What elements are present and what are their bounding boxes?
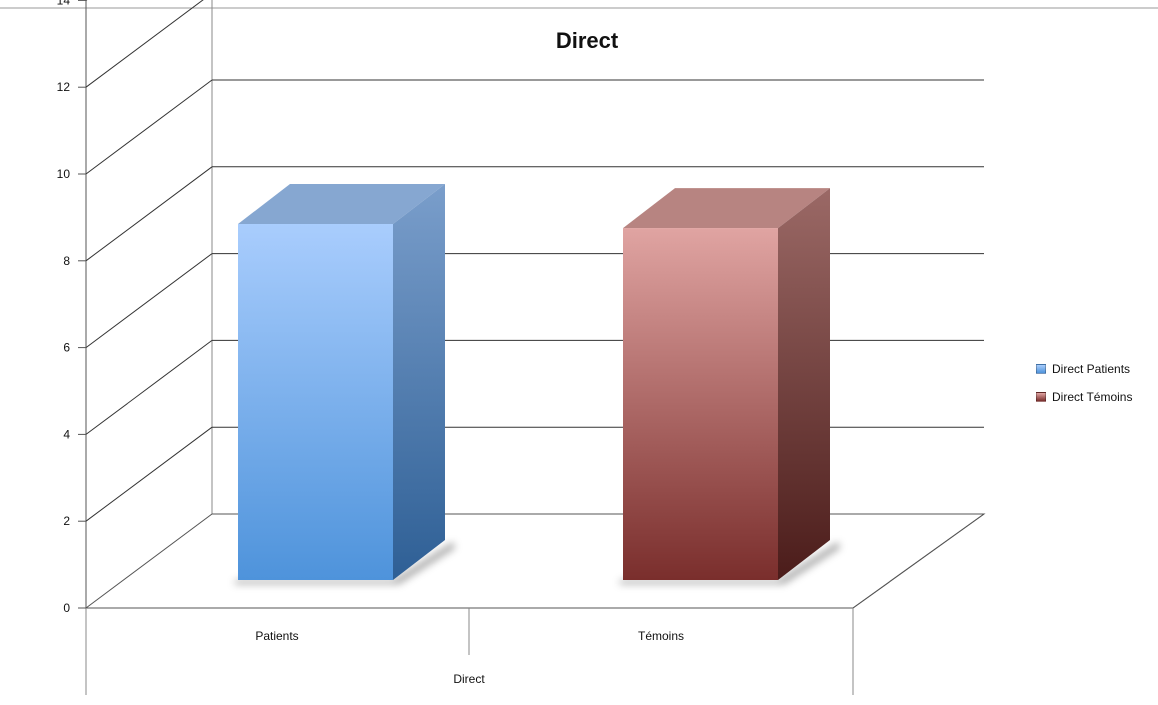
y-axis-tick-labels: 02468101214161820 [57,0,86,615]
gridline-side [86,254,212,348]
legend: Direct Patients Direct Témoins [1036,360,1132,416]
bars [234,184,840,584]
gridline-side [86,0,212,87]
gridlines [86,0,984,608]
y-tick-label: 0 [63,601,70,615]
legend-swatch-blue [1036,364,1046,374]
x-axis: Patients Témoins Direct [255,629,684,686]
y-tick-label: 2 [63,514,70,528]
floor-right-edge [853,514,984,608]
legend-item-direct-patients: Direct Patients [1036,360,1132,378]
chart-title: Direct [556,28,619,53]
chart-walls [86,0,984,695]
legend-label: Direct Témoins [1052,390,1132,404]
floor [86,514,984,608]
y-tick-label: 6 [63,341,70,355]
y-tick-label: 14 [57,0,71,7]
bar [238,224,393,580]
bar-side [778,188,830,580]
y-tick-label: 4 [63,427,70,441]
gridline-side [86,340,212,434]
legend-label: Direct Patients [1052,362,1130,376]
x-tick-label-temoins: Témoins [638,629,684,643]
legend-item-direct-temoins: Direct Témoins [1036,388,1132,406]
gridline-side [86,80,212,174]
y-tick-label: 8 [63,254,70,268]
y-tick-label: 12 [57,80,71,94]
x-group-label: Direct [453,672,485,686]
bar [623,228,778,580]
x-tick-label-patients: Patients [255,629,298,643]
y-tick-label: 10 [57,167,71,181]
bar-side [393,184,445,580]
legend-swatch-red [1036,392,1046,402]
gridline-side [86,167,212,261]
gridline-side [86,427,212,521]
